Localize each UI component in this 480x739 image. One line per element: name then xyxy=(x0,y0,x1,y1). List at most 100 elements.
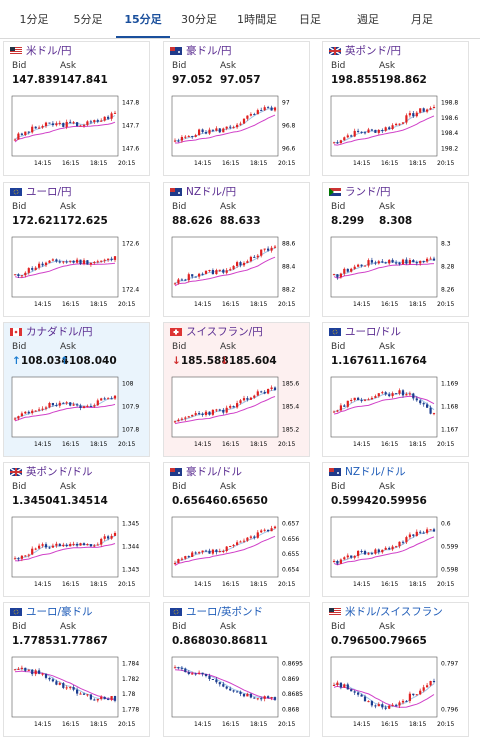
rate-card[interactable]: ユーロ/ドル Bid Ask 1.16761 1.16764 1.169 1.168 1.16… xyxy=(322,322,469,457)
pair-name[interactable]: 英ポンド/円 xyxy=(345,43,401,58)
rate-card[interactable]: ランド/円 Bid Ask 8.299 8.308 8.3 8.28 8.26 14:15 16:… xyxy=(322,182,469,317)
rate-card[interactable]: NZドル/円 Bid Ask 88.626 88.633 88.6 88.4 88.2 14:1… xyxy=(163,182,310,317)
candle-body xyxy=(21,556,23,559)
rate-card[interactable]: ユーロ/豪ドル Bid Ask 1.77853 1.77867 1.784 1.782 1.7… xyxy=(3,602,150,737)
candle-body xyxy=(405,394,407,395)
pair-name[interactable]: ユーロ/円 xyxy=(26,184,72,199)
rate-card[interactable]: スイスフラン/円 Bid Ask ↓185.588 ↓185.604 185.6 185.4… xyxy=(163,322,310,457)
tab-7[interactable]: 月足 xyxy=(396,0,448,38)
pair-name[interactable]: スイスフラン/円 xyxy=(186,324,263,339)
bid-value: 0.79650 xyxy=(331,635,379,647)
candle-body xyxy=(364,266,366,267)
y-tick-label: 172.4 xyxy=(122,287,139,294)
candle-body xyxy=(93,262,95,263)
tab-2[interactable]: 15分足 xyxy=(116,0,170,38)
rate-card[interactable]: ユーロ/円 Bid Ask 172.621 172.625 172.6 172.4 14:15… xyxy=(3,182,150,317)
pair-name[interactable]: 米ドル/円 xyxy=(26,43,72,58)
candle-body xyxy=(208,270,210,271)
candle-body xyxy=(114,533,116,536)
candle-body xyxy=(426,529,428,533)
candle-body xyxy=(395,393,397,394)
candle-body xyxy=(111,113,113,118)
candle-body xyxy=(86,121,88,125)
rate-card[interactable]: 豪ドル/円 Bid Ask 97.052 97.057 97 96.8 96.6 14:15 16… xyxy=(163,41,310,176)
candle-body xyxy=(412,535,414,536)
rate-card[interactable]: カナダドル/円 Bid Ask ↑108.034 ↑108.040 108 107.9 107… xyxy=(3,322,150,457)
candle-body xyxy=(388,394,390,396)
candle-body xyxy=(392,547,394,550)
chart-plot-area xyxy=(172,377,278,437)
tab-0[interactable]: 1分足 xyxy=(8,0,60,38)
candle-body xyxy=(260,250,262,256)
pair-name[interactable]: ユーロ/英ポンド xyxy=(186,604,263,619)
x-tick-label: 20:15 xyxy=(118,441,135,448)
candle-body xyxy=(271,388,273,390)
candle-body xyxy=(100,697,102,699)
candle-body xyxy=(17,669,19,670)
candle-body xyxy=(226,127,228,129)
bid-label: Bid xyxy=(12,622,26,632)
x-tick-label: 20:15 xyxy=(278,301,295,308)
bid-value: 198.855 xyxy=(331,74,379,86)
rate-card[interactable]: 米ドル/円 Bid Ask 147.839 147.841 147.8 147.7 147.6… xyxy=(3,41,150,176)
rate-card[interactable]: NZドル/ドル Bid Ask 0.59942 0.59956 0.6 0.599 0.598… xyxy=(322,462,469,597)
ask-value: 1.34514 xyxy=(60,495,108,507)
pair-name[interactable]: NZドル/円 xyxy=(186,184,236,199)
ask-label: Ask xyxy=(60,622,76,632)
candle-body xyxy=(333,412,335,413)
candle-body xyxy=(243,263,245,265)
tab-6[interactable]: 週足 xyxy=(342,0,394,38)
pair-name[interactable]: ユーロ/ドル xyxy=(345,324,401,339)
candle-body xyxy=(246,694,248,697)
eu-flag-icon xyxy=(10,608,22,616)
x-tick-label: 20:15 xyxy=(278,441,295,448)
candle-body xyxy=(212,130,214,131)
pair-name[interactable]: ランド/円 xyxy=(345,184,391,199)
candle-body xyxy=(14,669,16,670)
chart-plot-area xyxy=(331,517,437,577)
price-chart: 172.6172.414:15 16:15 18:15 20:15 xyxy=(8,233,146,313)
pair-name[interactable]: NZドル/ドル xyxy=(345,464,406,479)
x-tick-label: 18:15 xyxy=(90,160,107,167)
x-tick-label: 18:15 xyxy=(250,301,267,308)
candle-body xyxy=(264,107,266,110)
rate-card[interactable]: 英ポンド/ドル Bid Ask 1.34504 1.34514 1.345 1.344 1.3… xyxy=(3,462,150,597)
y-tick-label: 185.6 xyxy=(282,381,299,388)
x-tick-label: 20:15 xyxy=(437,160,454,167)
pair-name[interactable]: ユーロ/豪ドル xyxy=(26,604,93,619)
candle-body xyxy=(243,694,245,696)
candle-body xyxy=(374,396,376,398)
candle-body xyxy=(188,416,190,417)
tab-5[interactable]: 日足 xyxy=(288,0,332,38)
candle-body xyxy=(111,398,113,399)
candle-body xyxy=(104,697,106,699)
candle-body xyxy=(371,260,373,263)
candle-body xyxy=(198,673,200,674)
x-tick-label: 14:15 xyxy=(194,160,211,167)
tab-1[interactable]: 5分足 xyxy=(62,0,114,38)
candle-body xyxy=(253,698,255,699)
rate-card[interactable]: ユーロ/英ポンド Bid Ask 0.86803 0.86811 0.8695 0.869 0… xyxy=(163,602,310,737)
candle-body xyxy=(212,410,214,415)
rate-card[interactable]: 米ドル/スイスフラン Bid Ask 0.79650 0.79665 0.797 0.796… xyxy=(322,602,469,737)
y-tick-label: 0.868 xyxy=(282,707,299,714)
x-tick-label: 16:15 xyxy=(381,441,398,448)
x-tick-label: 16:15 xyxy=(62,441,79,448)
candle-body xyxy=(364,132,366,133)
candle-body xyxy=(409,535,411,538)
pair-name[interactable]: 米ドル/スイスフラン xyxy=(345,604,443,619)
candle-body xyxy=(336,142,338,143)
candle-body xyxy=(31,411,33,413)
pair-name[interactable]: カナダドル/円 xyxy=(26,324,93,339)
rate-card[interactable]: 豪ドル/ドル Bid Ask 0.65646 0.65650 0.657 0.656 0.65… xyxy=(163,462,310,597)
candle-body xyxy=(188,274,190,280)
y-tick-label: 147.6 xyxy=(122,146,139,153)
tab-3[interactable]: 30分足 xyxy=(172,0,226,38)
candle-body xyxy=(79,406,81,409)
candle-body xyxy=(205,132,207,134)
pair-name[interactable]: 豪ドル/ドル xyxy=(186,464,242,479)
pair-name[interactable]: 英ポンド/ドル xyxy=(26,464,93,479)
rate-card[interactable]: 英ポンド/円 Bid Ask 198.855 198.862 198.8 198.6 198.… xyxy=(322,41,469,176)
pair-name[interactable]: 豪ドル/円 xyxy=(186,43,232,58)
tab-4[interactable]: 1時間足 xyxy=(228,0,286,38)
